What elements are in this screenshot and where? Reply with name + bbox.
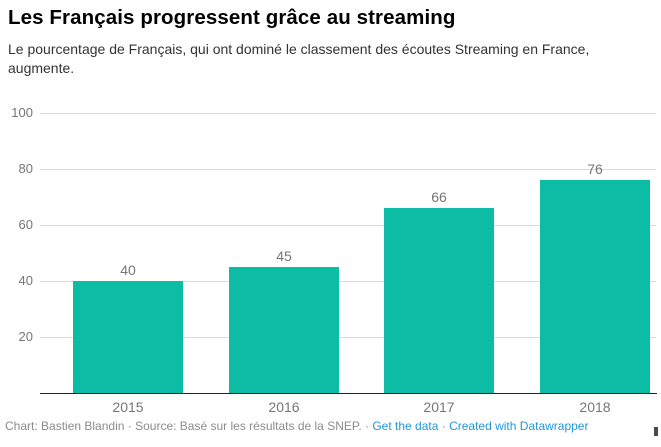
chart-credit: Chart: Bastien Blandin (5, 419, 125, 433)
y-axis-tick-label-60: 60 (18, 217, 33, 232)
bar-value-label-2018: 76 (587, 161, 603, 177)
gridline-40 (40, 280, 656, 282)
x-axis-label-2016: 2016 (268, 399, 300, 415)
bar-chart-plot: 20 40 60 80 100 40 2015 45 2016 66 2017 76 2018 (0, 100, 661, 418)
y-axis-tick-label-20: 20 (18, 329, 33, 344)
gridline-100 (40, 112, 656, 114)
x-axis-line (40, 392, 657, 394)
x-axis-label-2018: 2018 (579, 399, 611, 415)
footer-separator-dot: · (441, 419, 446, 433)
gridline-80 (40, 168, 656, 170)
resize-handle[interactable] (654, 427, 658, 436)
gridline-20 (40, 336, 656, 338)
chart-footer: Chart: Bastien Blandin · Source: Basé su… (5, 419, 645, 433)
chart-title: Les Français progressent grâce au stream… (8, 6, 456, 29)
bar-value-label-2015: 40 (120, 262, 136, 278)
bar-2016[interactable] (229, 267, 339, 393)
y-axis-tick-label-100: 100 (11, 105, 33, 120)
footer-separator-dot: · (127, 419, 132, 433)
bar-value-label-2017: 66 (431, 189, 447, 205)
bar-2018[interactable] (540, 180, 650, 393)
footer-separator-dot: · (365, 419, 369, 433)
bar-2017[interactable] (384, 208, 494, 393)
y-axis-tick-label-80: 80 (18, 161, 33, 176)
chart-subtitle: Le pourcentage de Français, qui ont domi… (8, 41, 590, 76)
gridline-60 (40, 224, 656, 226)
bar-value-label-2016: 45 (276, 248, 292, 264)
chart-source: Source: Basé sur les résultats de la SNE… (135, 419, 362, 433)
created-with-datawrapper-link[interactable]: Created with Datawrapper (449, 419, 589, 433)
bar-2015[interactable] (73, 281, 183, 393)
x-axis-label-2015: 2015 (112, 399, 144, 415)
get-the-data-link[interactable]: Get the data (372, 419, 439, 433)
x-axis-label-2017: 2017 (423, 399, 455, 415)
y-axis-tick-label-40: 40 (18, 273, 33, 288)
